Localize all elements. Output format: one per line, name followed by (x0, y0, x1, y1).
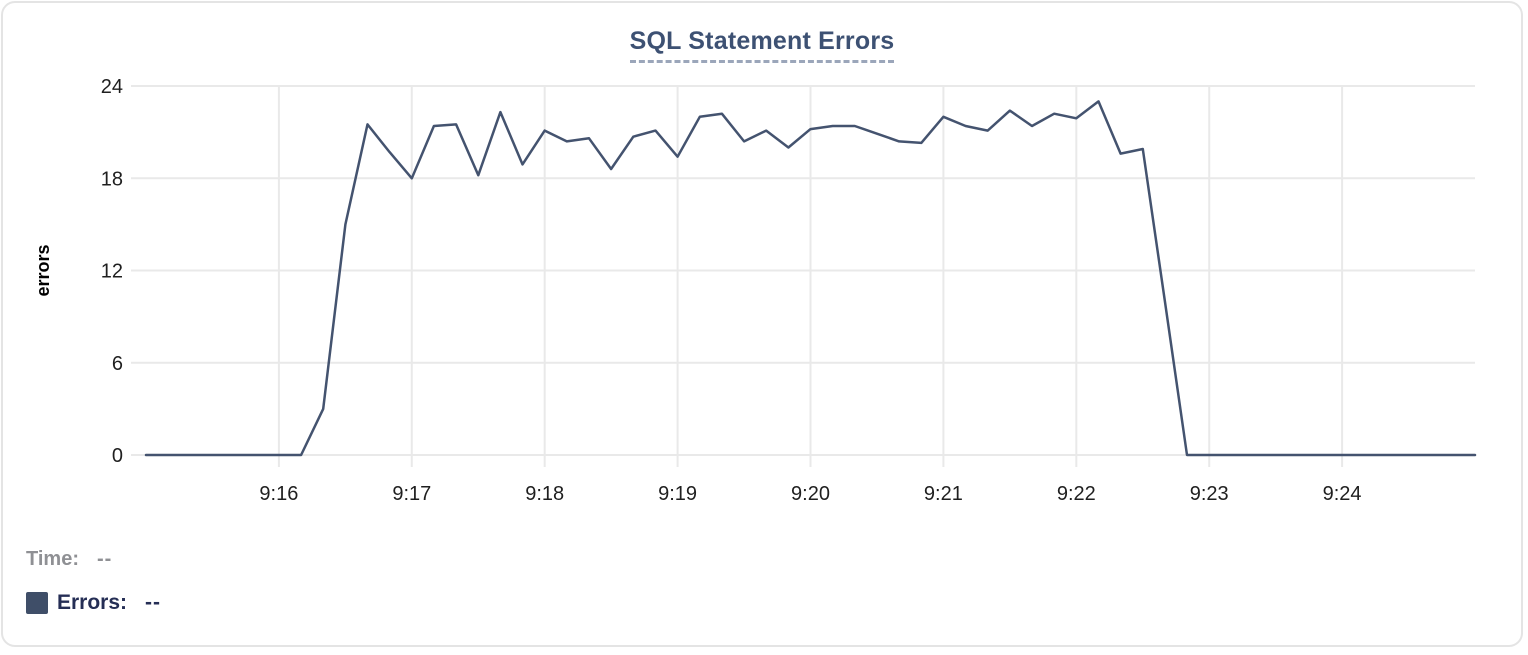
y-tick-label: 24 (101, 76, 123, 98)
errors-line-chart[interactable]: 0 6 12 18 24 9:16 9:17 9:18 9:19 9:20 9:21 9:22 9:23… (3, 3, 1528, 655)
errors-series-swatch-icon (26, 592, 48, 614)
y-axis-title: errors (33, 244, 53, 296)
time-readout: Time: -- (26, 548, 112, 571)
time-readout-value: -- (96, 548, 113, 570)
y-tick-label: 6 (112, 353, 123, 375)
x-tick-label: 9:23 (1190, 483, 1229, 505)
errors-readout-value: -- (145, 591, 162, 614)
x-tick-label: 9:24 (1323, 483, 1362, 505)
chart-header: SQL Statement Errors (3, 27, 1521, 63)
y-axis-labels: 0 6 12 18 24 (101, 76, 123, 467)
x-tick-label: 9:16 (259, 483, 298, 505)
x-tick-label: 9:17 (392, 483, 431, 505)
time-readout-label: Time: (26, 548, 79, 570)
y-tick-label: 0 (112, 445, 123, 467)
chart-grid (131, 85, 1475, 467)
x-tick-label: 9:19 (658, 483, 697, 505)
x-axis-labels: 9:16 9:17 9:18 9:19 9:20 9:21 9:22 9:23 9:24 (259, 483, 1361, 505)
x-tick-label: 9:18 (525, 483, 564, 505)
errors-readout-label: Errors: (57, 591, 128, 614)
series-line-errors[interactable] (144, 100, 1477, 457)
x-tick-label: 9:22 (1057, 483, 1096, 505)
chart-title[interactable]: SQL Statement Errors (629, 27, 895, 63)
y-tick-label: 18 (101, 168, 123, 190)
x-tick-label: 9:21 (924, 483, 963, 505)
x-tick-label: 9:20 (791, 483, 830, 505)
y-tick-label: 12 (101, 261, 123, 283)
errors-readout: Errors: -- (26, 591, 161, 615)
